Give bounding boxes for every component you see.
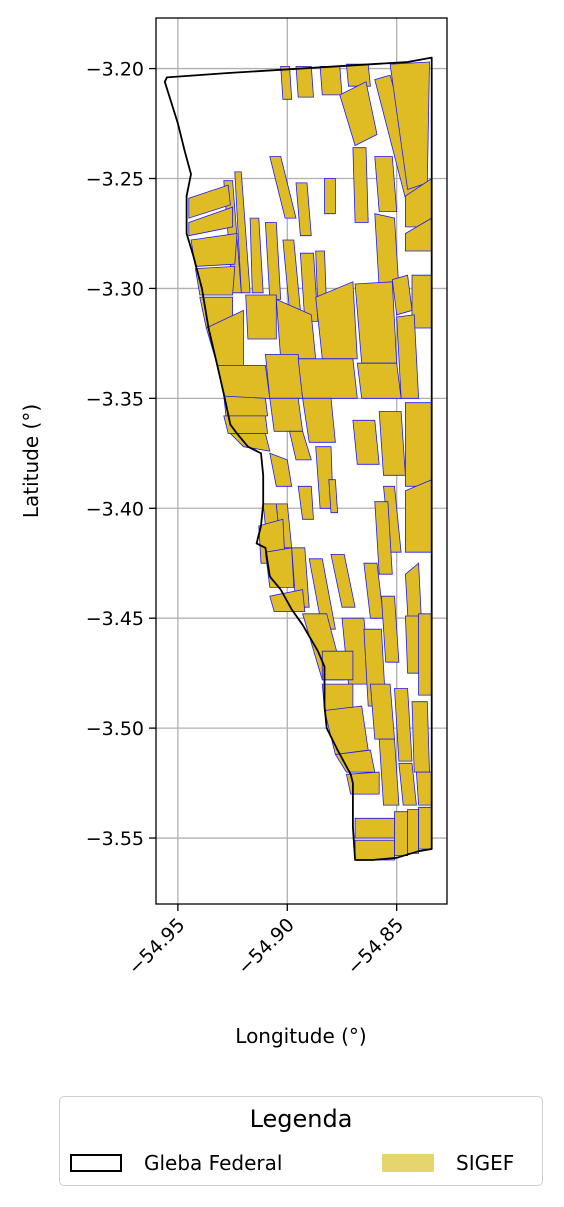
sigef-parcel [415, 771, 433, 806]
sigef-parcel [280, 66, 293, 100]
y-tick-label: −3.25 [86, 168, 144, 190]
y-tick-label: −3.50 [86, 718, 144, 740]
legend-label-sigef: SIGEF [456, 1151, 515, 1175]
sigef-parcel [380, 595, 400, 663]
sigef-parcel [288, 430, 312, 461]
sigef-parcel [418, 613, 433, 696]
sigef-parcel [269, 156, 297, 219]
sigef-parcel [282, 239, 301, 311]
sigef-parcel [315, 281, 358, 360]
sigef-parcel [297, 358, 358, 399]
sigef-parcel [321, 683, 354, 711]
x-axis-ticks: −54.95 −54.90 −54.85 [124, 904, 408, 979]
sigef-parcel [404, 479, 433, 553]
sigef-parcel [269, 397, 304, 432]
sigef-parcel [269, 452, 293, 487]
sigef-swatch-icon [382, 1154, 434, 1172]
sigef-parcels [188, 61, 433, 861]
sigef-parcel [330, 554, 356, 608]
sigef-parcel [374, 156, 398, 212]
x-tick-label: −54.85 [343, 914, 408, 979]
sigef-parcel [264, 353, 304, 399]
map-chart: −54.95 −54.90 −54.85 −3.20−3.25−3.30−3.35−… [19, 17, 448, 1048]
sigef-parcel [264, 222, 282, 300]
sigef-parcel [339, 81, 378, 147]
y-axis-label: Latitude (°) [19, 404, 43, 518]
sigef-parcel [404, 402, 433, 487]
sigef-parcel [223, 395, 269, 417]
gleba-boundary [163, 56, 433, 861]
x-tick-label: −54.90 [234, 914, 299, 979]
legend-label-gleba: Gleba Federal [144, 1151, 283, 1175]
sigef-parcel [407, 809, 420, 854]
sigef-parcel [345, 771, 380, 795]
legend-item-sigef: SIGEF [382, 1151, 514, 1175]
axes-frame [155, 17, 448, 905]
sigef-parcel [378, 411, 406, 476]
sigef-parcel [190, 233, 238, 267]
y-tick-label: −3.35 [86, 388, 144, 410]
sigef-parcel [194, 265, 236, 296]
sigef-parcel [356, 362, 402, 399]
legend-title: Legenda [249, 1105, 353, 1133]
sigef-parcel [249, 217, 264, 294]
sigef-parcel [352, 419, 380, 465]
sigef-parcel [234, 171, 251, 294]
y-tick-label: −3.30 [86, 278, 144, 300]
y-tick-label: −3.45 [86, 608, 144, 630]
sigef-parcel [352, 147, 369, 223]
y-axis-ticks: −3.20 −3.25 −3.30 −3.35 −3.40 −3.45 −3.50 −3.55 [86, 59, 156, 850]
x-axis-label: Longitude (°) [235, 1024, 366, 1048]
sigef-parcel [396, 314, 420, 399]
sigef-parcel [354, 281, 398, 364]
sigef-parcel [324, 705, 369, 755]
sigef-parcel [295, 66, 314, 98]
sigef-parcel [398, 762, 417, 806]
sigef-parcel [354, 817, 395, 839]
sigef-parcel [295, 182, 312, 237]
sigef-parcel [264, 547, 295, 588]
y-tick-label: −3.40 [86, 498, 144, 520]
sigef-parcel [411, 701, 430, 773]
sigef-parcel [411, 274, 433, 329]
sigef-parcel [394, 688, 413, 762]
sigef-parcel [391, 274, 413, 316]
legend-item-gleba: Gleba Federal [70, 1151, 282, 1175]
sigef-parcel [324, 178, 336, 215]
sigef-parcel [394, 811, 409, 856]
sigef-parcel [374, 501, 393, 575]
sigef-parcel [369, 683, 395, 740]
sigef-parcel [188, 206, 234, 237]
sigef-parcel [328, 479, 339, 514]
legend: Legenda Gleba Federal SIGEF [59, 1096, 543, 1186]
sigef-parcel [297, 485, 314, 520]
sigef-parcel [188, 184, 231, 219]
y-tick-label: −3.20 [86, 59, 144, 81]
sigef-parcel [334, 749, 376, 773]
gleba-swatch-icon [70, 1154, 122, 1172]
sigef-parcel [308, 558, 336, 630]
gleba-boundary-layer [163, 56, 433, 861]
sigef-parcel [418, 806, 433, 850]
sigef-parcel [374, 213, 400, 289]
sigef-parcel [345, 63, 371, 87]
y-tick-label: −3.55 [86, 828, 144, 850]
sigef-parcel [354, 839, 395, 861]
sigef-parcel [302, 397, 336, 443]
sigef-parcel [319, 66, 343, 96]
sigef-parcel [321, 650, 354, 681]
sigef-parcel [245, 294, 277, 340]
sigef-parcel [378, 738, 400, 806]
x-tick-label: −54.95 [124, 914, 189, 979]
